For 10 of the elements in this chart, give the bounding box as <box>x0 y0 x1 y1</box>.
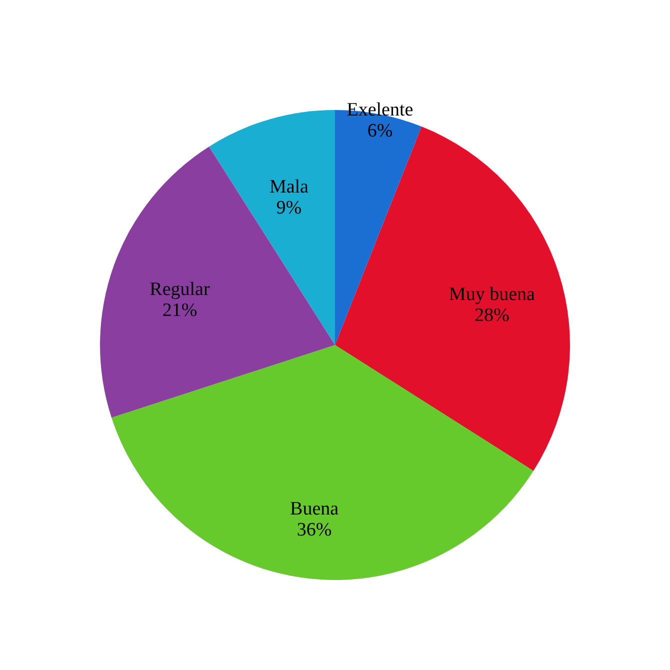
slice-label: Muy buena <box>448 284 536 306</box>
slice-label: Exelente <box>346 99 414 120</box>
data-label: 21% <box>162 300 198 322</box>
data-label: 6% <box>367 120 393 142</box>
data-label: 9% <box>276 198 302 219</box>
slice-label: Buena <box>290 498 340 520</box>
data-label: 36% <box>296 520 332 541</box>
slice-label: Regular <box>150 279 210 300</box>
slice-label: Mala <box>269 176 310 198</box>
data-label: 28% <box>474 305 510 326</box>
